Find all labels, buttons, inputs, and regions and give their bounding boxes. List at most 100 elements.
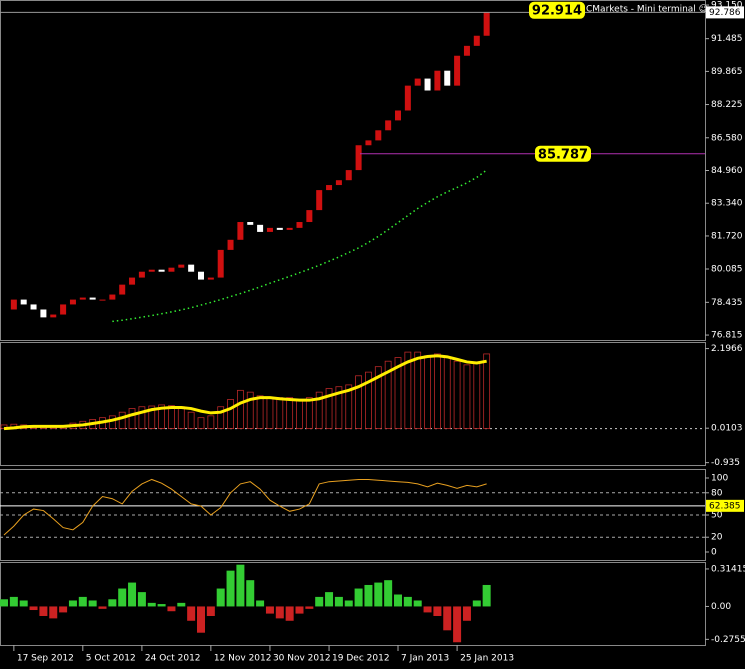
bar <box>374 366 382 429</box>
bar <box>206 606 215 616</box>
bar <box>246 391 254 429</box>
bar <box>354 588 363 607</box>
bar <box>138 406 146 429</box>
bar <box>404 351 412 429</box>
candle <box>276 227 283 230</box>
candle <box>227 239 234 250</box>
bar <box>236 564 245 607</box>
candle <box>296 222 303 228</box>
candle <box>247 222 254 225</box>
candle <box>375 130 382 141</box>
candle <box>306 210 313 223</box>
bar <box>286 397 294 429</box>
y-tick-label: 2.1966 <box>711 344 743 354</box>
bar <box>384 580 393 607</box>
candle <box>395 110 401 121</box>
bar <box>197 417 205 429</box>
candle <box>326 185 333 191</box>
signal-line <box>3 354 487 431</box>
y-tick-label: -0.935 <box>711 458 740 468</box>
candle <box>60 304 67 315</box>
x-tick-label: 19 Dec 2012 <box>332 654 390 664</box>
bar <box>462 606 471 621</box>
bar <box>414 351 422 429</box>
bar <box>305 397 313 429</box>
candle <box>99 299 106 301</box>
bar <box>285 606 294 621</box>
candle <box>20 299 27 305</box>
x-tick-label: 7 Jan 2013 <box>401 654 449 664</box>
hline-label: 85.787 <box>538 147 588 162</box>
candle <box>158 269 165 272</box>
candle <box>483 12 490 36</box>
bar <box>265 606 274 614</box>
bar <box>443 606 452 631</box>
candle <box>188 264 195 272</box>
candle <box>414 78 421 86</box>
level-label: 62.385 <box>709 501 741 511</box>
bar <box>463 364 471 429</box>
bar <box>157 604 166 607</box>
bar <box>167 606 176 612</box>
bar <box>39 606 48 616</box>
bar <box>236 389 244 429</box>
bar <box>384 360 392 429</box>
y-tick-label: 78.435 <box>711 298 743 308</box>
y-tick-label: 76.815 <box>711 331 743 341</box>
candle <box>119 284 126 295</box>
bar <box>226 570 235 607</box>
header: CMarkets - Mini terminal ☺ <box>586 4 708 15</box>
bar <box>364 584 373 607</box>
bar <box>472 600 481 607</box>
y-tick-label: 0.00 <box>711 602 731 612</box>
callout-bg <box>529 1 585 19</box>
bar <box>394 357 402 429</box>
bar <box>315 391 323 429</box>
bar <box>482 584 491 607</box>
bar <box>88 600 97 607</box>
bar <box>29 606 38 611</box>
bar <box>207 415 215 429</box>
y-tick-label: 91.485 <box>711 34 743 44</box>
bar <box>78 596 87 607</box>
x-tick-label: 25 Jan 2013 <box>460 654 514 664</box>
callout-label: 92.914 <box>532 3 582 18</box>
candle <box>257 224 264 232</box>
y-tick-label: 81.720 <box>711 231 743 241</box>
bar <box>216 588 225 607</box>
bar <box>305 606 314 609</box>
y-tick-label: 88.225 <box>711 100 743 110</box>
candle <box>40 309 47 318</box>
y-tick-label: 100 <box>711 473 728 483</box>
candle <box>178 264 185 268</box>
bar <box>374 582 383 607</box>
bar <box>98 606 107 609</box>
bar <box>394 594 402 607</box>
y-tick-label: 80 <box>711 488 723 498</box>
y-tick-label: 20 <box>711 533 723 543</box>
candle <box>168 267 175 272</box>
y-tick-label: 80.085 <box>711 264 743 274</box>
bar <box>128 408 136 429</box>
bar <box>59 606 68 613</box>
bar <box>256 600 265 607</box>
bar <box>0 599 8 607</box>
candle <box>454 55 461 86</box>
bar <box>118 411 126 429</box>
candle <box>266 227 273 232</box>
last-price-label: 92.786 <box>709 8 741 18</box>
candle <box>473 35 480 46</box>
bar <box>168 405 175 429</box>
x-tick-label: 30 Nov 2012 <box>273 654 331 664</box>
bar <box>334 596 343 607</box>
bar <box>433 353 441 429</box>
bar <box>295 606 304 614</box>
candle <box>217 249 224 278</box>
x-tick-label: 17 Sep 2012 <box>17 654 74 664</box>
bar <box>246 580 255 607</box>
bar <box>19 600 28 607</box>
candle <box>89 297 96 300</box>
y-tick-label: 0.31415 <box>711 564 745 574</box>
